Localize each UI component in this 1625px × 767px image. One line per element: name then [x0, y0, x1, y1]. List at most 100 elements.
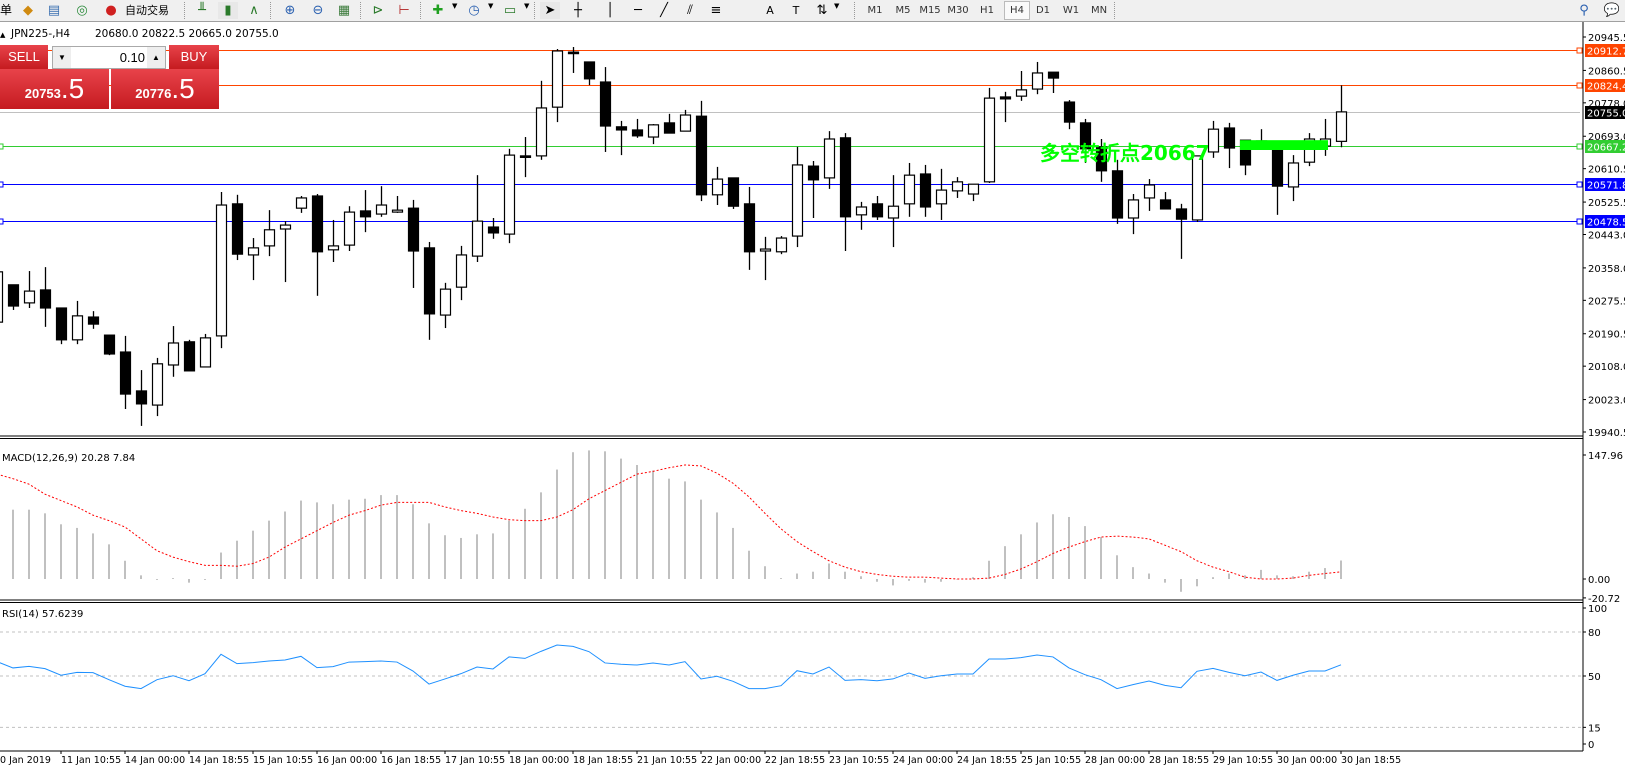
indicators-icon[interactable]: ✚ — [432, 3, 444, 18]
chat-icon[interactable]: 💬 — [1603, 3, 1621, 18]
candle — [215, 192, 228, 349]
candle — [871, 195, 884, 220]
line-chart-icon[interactable]: ∧ — [249, 3, 259, 18]
vertical-line-icon[interactable]: │ — [606, 3, 614, 18]
decrease-lot-icon[interactable]: ▼ — [53, 47, 71, 68]
macd-histogram-bar — [140, 575, 142, 579]
lot-size-input[interactable]: 0.10 — [119, 50, 145, 65]
timeframe-m1[interactable]: M1 — [867, 5, 883, 16]
candle — [0, 271, 4, 323]
macd-histogram-bar — [1068, 516, 1070, 579]
candle — [663, 113, 676, 134]
candle-body — [663, 122, 676, 134]
auto-trading-icon[interactable]: ● — [105, 3, 117, 18]
pivot-annotation[interactable]: 多空转折点20667 — [1040, 141, 1210, 165]
candle — [583, 61, 596, 86]
fibonacci-icon[interactable]: ≡ — [710, 3, 722, 18]
lot-size-stepper[interactable]: ▼ 0.10 ▲ — [52, 46, 166, 69]
candle-body — [103, 334, 116, 355]
macd-histogram-bar — [876, 579, 878, 582]
timeframe-m5[interactable]: M5 — [895, 5, 911, 16]
level-price-label-bg — [1585, 178, 1625, 191]
candle-body — [743, 203, 756, 253]
timeframe-m15[interactable]: M15 — [919, 5, 941, 16]
market-watch-icon[interactable]: ◆ — [23, 3, 33, 18]
candle-body — [55, 307, 68, 341]
tile-windows-icon[interactable]: ▦ — [337, 3, 351, 18]
candle-body — [151, 363, 164, 406]
time-tick-label: 0 Jan 2019 — [0, 755, 51, 766]
macd-histogram-bar — [1148, 573, 1150, 579]
new-order-menu-label[interactable]: 单 — [0, 3, 13, 17]
candle — [535, 80, 548, 160]
candle-body — [1095, 146, 1108, 172]
timeframe-d1[interactable]: D1 — [1035, 5, 1051, 16]
navigator-icon[interactable]: ◎ — [76, 3, 88, 18]
sell-price-button[interactable]: 20753.5 — [0, 69, 109, 109]
timeframe-m30[interactable]: M30 — [947, 5, 969, 16]
candle-body — [967, 183, 980, 195]
search-icon[interactable]: ⚲ — [1579, 3, 1589, 18]
buy-price-button[interactable]: 20776.5 — [111, 69, 219, 109]
chevron-down-icon[interactable]: ▼ — [834, 2, 840, 10]
candle-body — [807, 165, 820, 181]
bar-chart-icon[interactable]: ╨ — [198, 3, 206, 18]
candle-body — [1047, 71, 1060, 79]
chevron-down-icon[interactable]: ▼ — [524, 2, 530, 10]
text-label-icon[interactable]: T — [792, 4, 800, 17]
candle — [695, 100, 708, 202]
candle-body — [615, 126, 628, 131]
timeframe-mn[interactable]: MN — [1090, 5, 1108, 16]
candle-body — [71, 315, 84, 341]
chevron-down-icon[interactable]: ▼ — [452, 2, 458, 10]
separator — [420, 2, 422, 19]
timeframe-h1[interactable]: H1 — [980, 5, 994, 16]
buy-price-main: 20776 — [135, 86, 172, 101]
macd-histogram-bar — [1308, 571, 1310, 579]
trendline-icon[interactable]: ╱ — [660, 3, 668, 18]
candle-body — [471, 220, 484, 257]
candle — [791, 146, 804, 248]
arrows-icon[interactable]: ⇅ — [816, 3, 828, 18]
sell-button[interactable]: SELL — [0, 45, 48, 69]
chart-shift-icon[interactable]: ⊳ — [372, 3, 384, 18]
chevron-down-icon[interactable]: ▼ — [488, 2, 494, 10]
templates-icon[interactable]: ▭ — [503, 3, 517, 18]
candle-body — [423, 247, 436, 315]
buy-price-fraction: .5 — [171, 73, 195, 104]
candle — [519, 137, 532, 178]
periods-icon[interactable]: ◷ — [468, 3, 480, 18]
price-tick-label: 20023.0 — [1588, 396, 1625, 407]
candlestick-icon[interactable]: ▮ — [218, 2, 238, 19]
equidistant-channel-icon[interactable]: ⫽ — [687, 3, 693, 18]
candle-body — [1111, 170, 1124, 219]
candle — [1271, 141, 1284, 215]
collapse-arrow-icon[interactable]: ▲ — [0, 31, 6, 39]
level-anchor-handle — [1576, 82, 1583, 89]
cursor-icon[interactable]: ➤ — [540, 2, 560, 19]
auto-trading-button[interactable]: 自动交易 — [125, 4, 169, 17]
macd-histogram-bar — [684, 481, 686, 579]
candle-body — [1175, 208, 1188, 220]
timeframe-w1[interactable]: W1 — [1062, 5, 1080, 16]
chart-ohlc: 20680.0 20822.5 20665.0 20755.0 — [95, 28, 279, 40]
price-tick-label: 20945.5 — [1588, 33, 1625, 44]
text-icon[interactable]: A — [766, 4, 774, 17]
autoscroll-icon[interactable]: ⊢ — [398, 3, 410, 18]
signals-icon[interactable]: ▤ — [47, 3, 61, 18]
candle-body — [631, 129, 644, 137]
price-tick-label: 20275.5 — [1588, 296, 1625, 307]
level-anchor-handle — [0, 143, 4, 150]
level-anchor-handle — [1576, 143, 1583, 150]
horizontal-line-icon[interactable]: ─ — [634, 3, 642, 18]
macd-histogram-bar — [844, 571, 846, 579]
macd-histogram-bar — [412, 504, 414, 579]
buy-button[interactable]: BUY — [169, 45, 219, 69]
crosshair-icon[interactable]: ┼ — [574, 3, 582, 18]
zoom-out-icon[interactable]: ⊖ — [312, 3, 324, 18]
timeframe-h4[interactable]: H4 — [1004, 1, 1030, 20]
zoom-in-icon[interactable]: ⊕ — [284, 3, 296, 18]
macd-histogram-bar — [860, 576, 862, 579]
increase-lot-icon[interactable]: ▲ — [147, 47, 165, 68]
